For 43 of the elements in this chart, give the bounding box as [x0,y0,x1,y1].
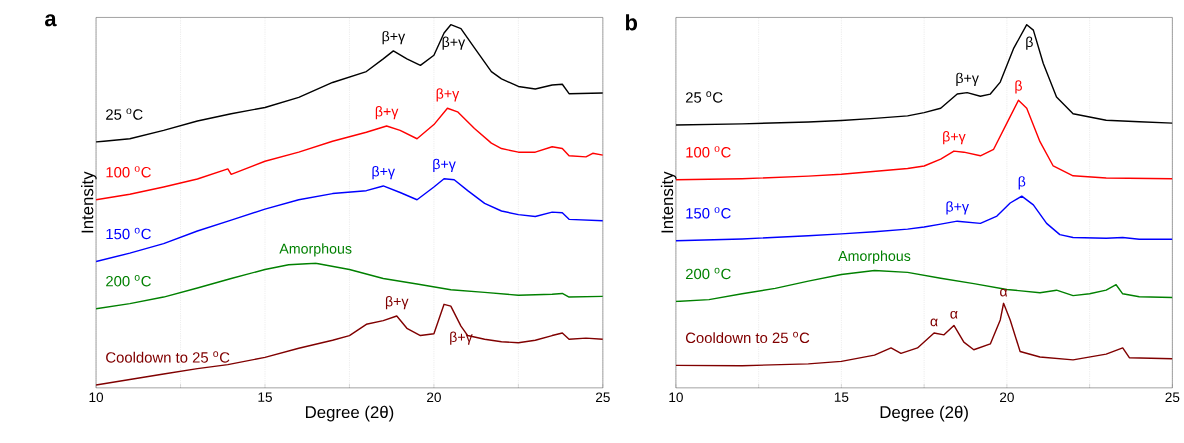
annotation: β+γ [450,331,473,345]
annotation: β [1026,36,1033,50]
annotation: α [950,310,958,319]
annotation: Amorphous [279,243,352,257]
annotation: β+γ [433,158,456,172]
annotation: β+γ [375,105,399,120]
annotation: β+γ [943,131,966,145]
x-tick-label: 10 [669,392,683,402]
annotation: β+γ [382,30,406,45]
x-tick-label: 15 [258,392,272,402]
annotation: β+γ [372,165,395,180]
annotation: β+γ [946,201,969,215]
x-tick-label: 15 [834,392,849,402]
series-label: 200 $^{o}$C [106,275,151,287]
x-tick-label: 20 [1000,392,1014,402]
series-label: Cooldown to 25 $^{o}$C [685,331,810,344]
chart-title: b [625,14,638,31]
series-label: Cooldown to 25 $^{o}$C [106,351,230,363]
x-axis-title: Degree (2θ) [880,405,968,422]
annotation: β [1015,80,1022,94]
chart-title: a [44,14,57,27]
x-axis-title: Degree (2θ) [305,405,394,422]
annotation: β+γ [442,36,466,50]
series-label: 25 $^{o}$C [685,91,723,103]
x-tick-label: 25 [595,392,610,402]
annotation: β+γ [436,88,460,102]
annotation: β+γ [385,295,409,310]
x-tick-label: 25 [1165,392,1180,402]
annotation: α [930,318,938,327]
x-tick-label: 20 [427,392,441,402]
annotation: Amorphous [838,250,911,264]
annotation: β [1018,176,1026,190]
series-label: 100 $^{o}$C [686,146,731,158]
annotation: β+γ [956,72,979,86]
annotation: α [1000,288,1008,297]
series-label: 150 $^{o}$C [686,207,731,219]
y-axis-title: Intensity [80,171,97,233]
series-label: 100 $^{o}$C [106,166,151,178]
series-label: 25 $^{o}$C [106,108,143,120]
series-label: 200 $^{o}$C [685,267,731,280]
series-label: 150 $^{o}$C [106,227,151,240]
x-tick-label: 10 [89,392,104,402]
y-axis-title: Intensity [660,171,677,233]
